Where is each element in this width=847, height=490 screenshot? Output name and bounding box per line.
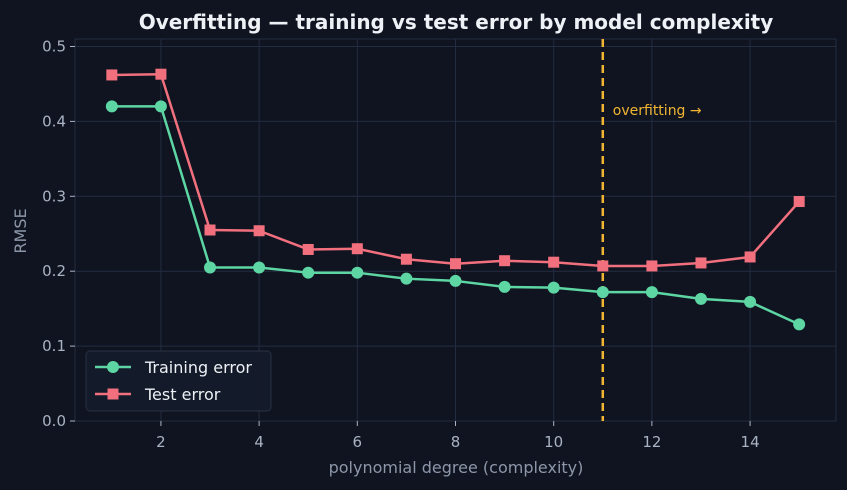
data-point <box>793 318 806 331</box>
data-point <box>744 251 756 263</box>
data-point <box>450 258 461 270</box>
x-tick-label: 14 <box>741 433 760 451</box>
data-point <box>253 225 265 237</box>
data-point <box>400 272 413 285</box>
x-tick-label: 2 <box>156 433 166 451</box>
data-point <box>351 243 363 255</box>
series-training <box>105 100 806 331</box>
data-point <box>646 260 658 272</box>
y-tick-label: 0.2 <box>42 262 66 280</box>
x-tick-label: 12 <box>642 433 661 451</box>
data-point <box>597 260 609 272</box>
data-point <box>154 100 167 113</box>
y-tick-label: 0.1 <box>42 337 66 355</box>
data-point <box>105 100 118 113</box>
data-point <box>106 69 118 81</box>
data-point <box>498 280 511 293</box>
x-tick-label: 4 <box>254 433 264 451</box>
legend-train-label: Training error <box>144 358 252 377</box>
x-tick-label: 10 <box>544 433 563 451</box>
data-point <box>744 295 757 308</box>
legend: Training error Test error <box>85 350 272 412</box>
data-point <box>351 266 364 279</box>
data-point <box>695 257 707 269</box>
overfitting-annotation: overfitting → <box>613 103 702 119</box>
legend-train-marker <box>107 361 119 373</box>
data-point <box>449 274 462 287</box>
legend-test-marker <box>107 388 119 400</box>
data-point <box>793 196 805 208</box>
series-layer <box>105 68 806 331</box>
x-tick-label: 6 <box>353 433 363 451</box>
y-axis-label: RMSE <box>11 208 30 253</box>
data-point <box>548 256 560 268</box>
data-point <box>400 253 412 265</box>
data-point <box>204 224 216 236</box>
tick-labels: 0.0 0.1 0.2 0.3 0.4 0.5 2 4 6 8 10 12 14 <box>42 37 759 451</box>
data-point <box>302 266 315 279</box>
grid <box>75 39 836 422</box>
data-point <box>204 261 217 274</box>
y-tick-label: 0.3 <box>42 187 66 205</box>
y-tick-label: 0.4 <box>42 112 66 130</box>
legend-box <box>85 350 272 412</box>
x-tick-label: 8 <box>451 433 461 451</box>
chart-title: Overfitting — training vs test error by … <box>139 10 774 34</box>
data-point <box>302 243 314 255</box>
data-point <box>155 68 167 80</box>
data-point <box>253 261 266 274</box>
data-point <box>499 255 511 267</box>
y-tick-label: 0.5 <box>42 37 66 55</box>
data-point <box>694 292 707 305</box>
overfitting-marker: overfitting → <box>601 39 702 421</box>
legend-test-label: Test error <box>144 385 221 404</box>
data-point <box>547 281 560 294</box>
data-point <box>645 286 658 299</box>
x-axis-label: polynomial degree (complexity) <box>329 458 584 477</box>
y-tick-label: 0.0 <box>42 412 66 430</box>
data-point <box>596 286 609 299</box>
series-test <box>106 68 805 272</box>
